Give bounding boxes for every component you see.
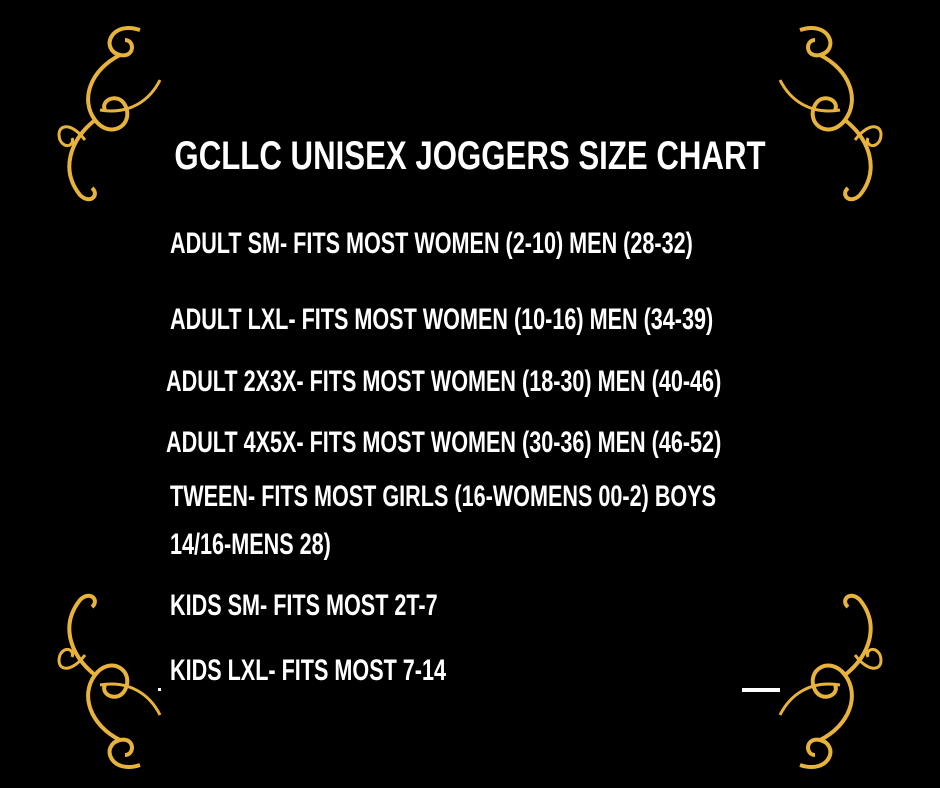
divider-dash [742,688,780,692]
size-adult-4x5x: ADULT 4X5X- FITS MOST WOMEN (30-36) MEN … [166,426,722,459]
flourish-bottom-left-icon [57,593,162,770]
size-adult-lxl: ADULT LXL- FITS MOST WOMEN (10-16) MEN (… [170,303,714,336]
size-adult-sm: ADULT SM- FITS MOST WOMEN (2-10) MEN (28… [170,227,693,260]
size-tween: TWEEN- FITS MOST GIRLS (16-WOMENS 00-2) … [170,480,717,513]
dot-mark [158,688,161,691]
size-kids-sm: KIDS SM- FITS MOST 2T-7 [170,589,438,622]
size-kids-lxl: KIDS LXL- FITS MOST 7-14 [170,654,447,687]
size-tween-cont: 14/16-MENS 28) [170,528,331,561]
page-title: GCLLC UNISEX JOGGERS SIZE CHART [174,134,766,178]
size-adult-2x3x: ADULT 2X3X- FITS MOST WOMEN (18-30) MEN … [166,365,722,398]
flourish-top-left-icon [57,25,162,202]
flourish-top-right-icon [778,25,883,202]
flourish-bottom-right-icon [778,593,883,770]
